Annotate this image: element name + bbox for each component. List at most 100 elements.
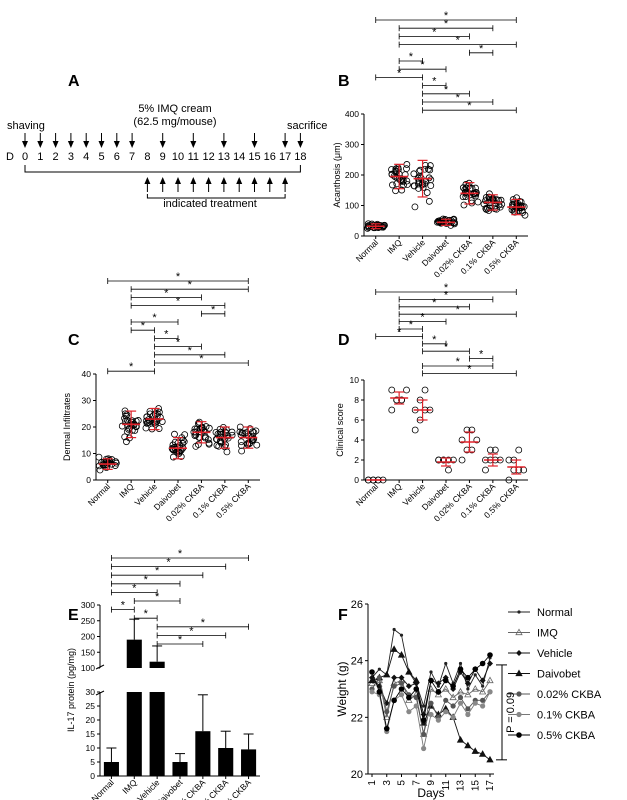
panel-d-sig-star: * xyxy=(456,304,461,316)
panel-b-data-point xyxy=(394,165,402,173)
panel-d-data-point xyxy=(491,446,499,454)
panel-label-f: F xyxy=(338,607,348,624)
panel-d-x-tick-label: IMQ xyxy=(385,481,404,500)
panel-c-data-point xyxy=(205,424,213,432)
panel-f-data-point xyxy=(480,697,486,703)
panel-e-sig-star: * xyxy=(155,565,160,577)
treatment-bracket xyxy=(146,194,286,199)
day-label: 12 xyxy=(202,151,214,163)
panel-a-title-line2: (62.5 mg/mouse) xyxy=(133,116,216,128)
panel-f-x-tick-label: 13 xyxy=(456,780,467,792)
panel-d-y-tick-label: 10 xyxy=(350,375,360,385)
panel-d-data-point xyxy=(486,446,494,454)
panel-e-sig-star: * xyxy=(178,634,183,646)
panel-d-sig-star: * xyxy=(444,341,449,353)
day-label: 18 xyxy=(294,151,306,163)
panel-c-y-tick-label: 0 xyxy=(86,475,91,485)
panel-e-y-tick-label: 20 xyxy=(86,715,96,725)
panel-e-bar xyxy=(149,692,165,776)
panel-f-data-point xyxy=(422,704,426,708)
panel-b-data-point xyxy=(425,174,433,182)
day-label: 10 xyxy=(172,151,184,163)
panel-c-data-point xyxy=(236,423,244,431)
panel-f-x-tick-label: 15 xyxy=(470,780,481,792)
panel-b-sig-star: * xyxy=(444,84,449,96)
panel-f-data-point xyxy=(397,650,406,658)
imq-arrow-head xyxy=(220,141,227,148)
panel-c-data-point xyxy=(121,433,129,441)
panel-e-y-tick-label: 300 xyxy=(81,600,95,610)
panel-b-data-point xyxy=(421,180,428,188)
panel-f-data-point xyxy=(465,674,471,681)
panel-f-legend-label: Vehicle xyxy=(537,648,572,660)
panel-d-data-point xyxy=(458,436,466,444)
panel-c-sig-star: * xyxy=(176,337,181,349)
panel-c-data-point xyxy=(181,431,189,439)
panel-f-legend-marker xyxy=(516,732,522,738)
panel-a-shaving-label: shaving xyxy=(7,120,45,132)
panel-c-data-point xyxy=(118,422,126,430)
panel-b-data-point xyxy=(403,161,411,168)
panel-e-sig-star: * xyxy=(189,625,194,637)
panel-b-data-point xyxy=(388,166,395,173)
panel-f-data-point xyxy=(405,667,413,675)
day-label: 4 xyxy=(83,151,89,163)
panel-f-data-point xyxy=(384,709,390,715)
panel-f-data-point xyxy=(383,670,391,678)
panel-f-data-point xyxy=(487,652,493,658)
panel-f-data-point xyxy=(421,731,427,737)
day-label: 7 xyxy=(129,151,135,163)
panel-e-bar xyxy=(103,762,119,776)
panel-d-y-tick-label: 2 xyxy=(354,455,359,465)
panel-f-y-tick-label: 20 xyxy=(351,769,363,781)
panel-c-data-point xyxy=(171,430,178,438)
panel-b-data-point xyxy=(427,176,435,184)
panel-f-data-point xyxy=(457,694,464,701)
panel-d-data-point xyxy=(445,466,452,474)
panel-f-data-point xyxy=(458,661,463,666)
panel-f-data-point xyxy=(456,687,465,695)
panel-f-legend-label: Daivobet xyxy=(537,669,580,681)
panel-d-sig-star: * xyxy=(444,289,449,301)
panel-c-data-point xyxy=(239,429,247,437)
panel-f-data-point xyxy=(413,686,420,692)
panel-f-data-point xyxy=(471,747,479,754)
panel-b-y-tick-label: 100 xyxy=(345,201,359,211)
panel-e-sig-star: * xyxy=(166,557,171,569)
panel-c-sig-star: * xyxy=(152,312,157,324)
panel-c-data-point xyxy=(237,438,245,446)
panel-c-y-tick-label: 40 xyxy=(82,369,92,379)
panel-f-x-tick-label: 7 xyxy=(411,780,422,786)
panel-c-data-point xyxy=(95,453,103,461)
panel-f-legend-label: 0.02% CKBA xyxy=(537,689,602,701)
panel-b-data-point xyxy=(466,184,474,192)
day-label: 3 xyxy=(68,151,74,163)
panel-b-data-point xyxy=(398,186,406,194)
panel-c-data-point xyxy=(238,447,246,455)
panel-f-data-point xyxy=(398,686,405,692)
panel-c-data-point xyxy=(192,442,200,450)
panel-e-y-tick-label: 150 xyxy=(81,647,95,657)
panel-f-data-point xyxy=(377,667,381,671)
panel-e-sig-star: * xyxy=(178,548,183,560)
panel-b-data-point xyxy=(491,205,499,213)
panel-f-data-point xyxy=(428,711,434,718)
imq-arrow-head xyxy=(129,141,136,148)
panel-f-data-point xyxy=(399,633,404,637)
panel-f-x-tick-label: 9 xyxy=(426,780,437,786)
panel-f-y-tick-label: 26 xyxy=(351,599,363,611)
panel-f-data-point xyxy=(435,680,442,687)
panel-c-y-axis-label: Dermal Infiltrates xyxy=(62,392,72,461)
panel-d-sig-star: * xyxy=(467,363,472,375)
imq-arrow-head xyxy=(251,141,258,148)
panel-b-data-point xyxy=(423,189,431,196)
panel-b-data-point xyxy=(389,181,396,189)
panel-a-day-prefix: D xyxy=(6,151,14,163)
panel-c-sig-star: * xyxy=(176,271,181,283)
panel-b-sig-star: * xyxy=(456,35,461,47)
panel-d-y-tick-label: 0 xyxy=(354,475,359,485)
panel-f-data-point xyxy=(376,675,382,681)
